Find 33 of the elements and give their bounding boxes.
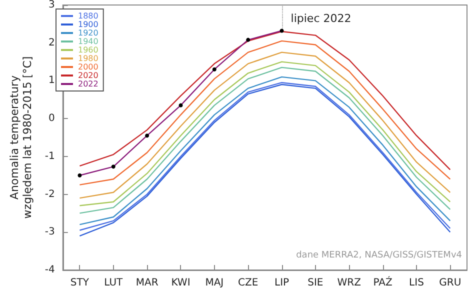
x-tick-label: LIS [409,278,424,288]
legend-label: 1900 [78,20,98,29]
x-tick-label: GRU [439,278,462,288]
x-tick-label: MAR [136,278,158,288]
y-axis-title: Anomalia temperatury względem lat 1980-2015 [°C] [8,56,34,219]
legend-label: 2020 [78,71,98,80]
y-tick-label: 2 [48,37,55,48]
x-tick-label: STY [70,278,90,288]
x-tick-label: WRZ [337,278,362,288]
x-tick-label: MAJ [205,278,224,288]
x-tick-label: KWI [171,278,190,288]
y-tick-label: -1 [44,150,55,162]
y-tick-label: -3 [44,226,55,238]
x-tick-label: CZE [238,278,258,288]
y-tick-label: -2 [44,188,55,200]
annotation: lipiec 2022 [290,12,352,26]
y-tick-label: -4 [44,264,55,276]
legend-label: 2022 [78,80,98,88]
legend-label: 1960 [78,46,98,54]
x-tick-label: SIE [308,278,324,288]
annotation: dane MERRA2, NASA/GISS/GISTEMv4 [296,250,462,260]
x-tick-label: PAŹ [373,276,392,288]
x-tick-label: LIP [274,278,290,288]
legend-label: 1940 [78,37,98,46]
legend-label: 1880 [78,12,98,20]
line-series [79,40,451,186]
y-tick-label: 0 [48,113,55,124]
legend-label: 2000 [78,62,98,72]
y-tick-label: 1 [48,75,55,86]
legend-label: 1920 [78,28,98,38]
x-tick-label: LUT [104,278,124,288]
y-tick-label: 3 [48,0,55,10]
legend-label: 1980 [78,54,98,63]
